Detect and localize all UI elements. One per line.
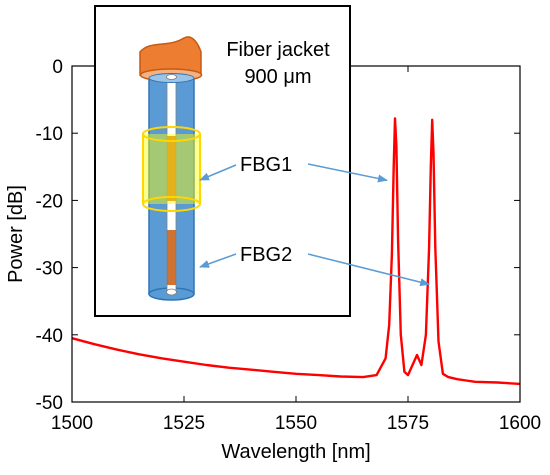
x-tick-label: 1550	[275, 413, 317, 434]
inset-label-fbg1: FBG1	[240, 154, 292, 176]
y-tick-label: -50	[36, 393, 63, 414]
inset-label-diameter: 900 μm	[244, 66, 311, 88]
fiber-illustration	[139, 36, 203, 301]
inset-label-fbg2: FBG2	[240, 244, 292, 266]
inset-frame	[94, 5, 351, 317]
x-axis-ticks: 1500 1525 1550 1575 1600	[51, 66, 541, 434]
fbg1-ring	[143, 134, 200, 204]
spectrum-line	[71, 117, 521, 386]
annotation-arrows	[199, 163, 431, 287]
grating-fbg1	[167, 136, 176, 201]
x-tick-label: 1525	[163, 413, 205, 434]
fiber-jacket	[139, 36, 202, 76]
grating-fbg2	[167, 230, 176, 285]
y-axis-label: Power [dB]	[5, 185, 27, 283]
fbg2-arrow-to-peak	[307, 253, 431, 287]
fiber-core-top	[166, 74, 177, 80]
fbg1-arrow-to-fiber	[199, 164, 237, 181]
fiber-inset: Fiber jacket 900 μm FBG1 FBG2	[94, 5, 351, 317]
y-tick-label: -40	[36, 326, 63, 347]
plot-lines	[71, 117, 521, 386]
x-tick-label: 1575	[387, 413, 429, 434]
fbg1-arrow-to-peak	[307, 163, 388, 183]
inset-label-jacket: Fiber jacket	[226, 39, 330, 61]
x-axis-label: Wavelength [nm]	[221, 441, 370, 463]
x-tick-label: 1600	[499, 413, 541, 434]
fiber-core-end	[166, 288, 177, 296]
fbg2-arrow-to-fiber	[199, 253, 237, 268]
y-tick-label: -10	[36, 124, 63, 145]
y-tick-label: 0	[52, 57, 63, 78]
x-tick-label: 1500	[51, 413, 93, 434]
y-axis-ticks: 0 -10 -20 -30 -40 -50	[36, 57, 520, 414]
y-tick-label: -20	[36, 191, 63, 212]
y-tick-label: -30	[36, 259, 63, 280]
